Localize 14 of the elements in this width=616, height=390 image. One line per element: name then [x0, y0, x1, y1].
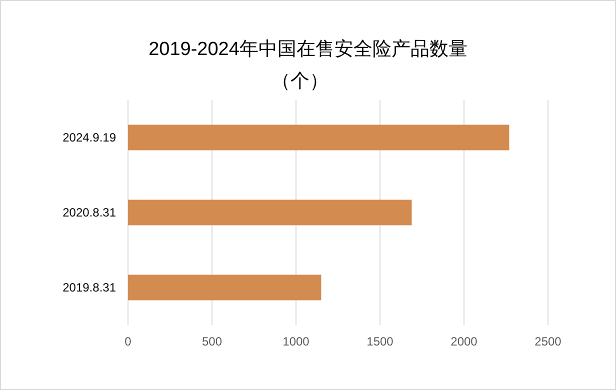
- x-tick-label: 1000: [282, 334, 310, 349]
- bar: [128, 200, 412, 226]
- x-tick-label: 2000: [450, 334, 478, 349]
- chart-title: 2019-2024年中国在售安全险产品数量: [148, 38, 468, 60]
- y-tick-label: 2020.8.31: [62, 205, 116, 220]
- x-tick-label: 2500: [534, 334, 562, 349]
- bar: [128, 124, 510, 150]
- y-tick-label: 2024.9.19: [62, 130, 116, 144]
- y-tick-label: 2019.8.31: [62, 280, 116, 294]
- x-tick-label: 0: [124, 334, 132, 349]
- bar: [128, 274, 322, 300]
- x-tick-label: 1500: [366, 334, 394, 349]
- x-tick-label: 500: [202, 334, 222, 349]
- chart-subtitle: （个）: [272, 71, 328, 92]
